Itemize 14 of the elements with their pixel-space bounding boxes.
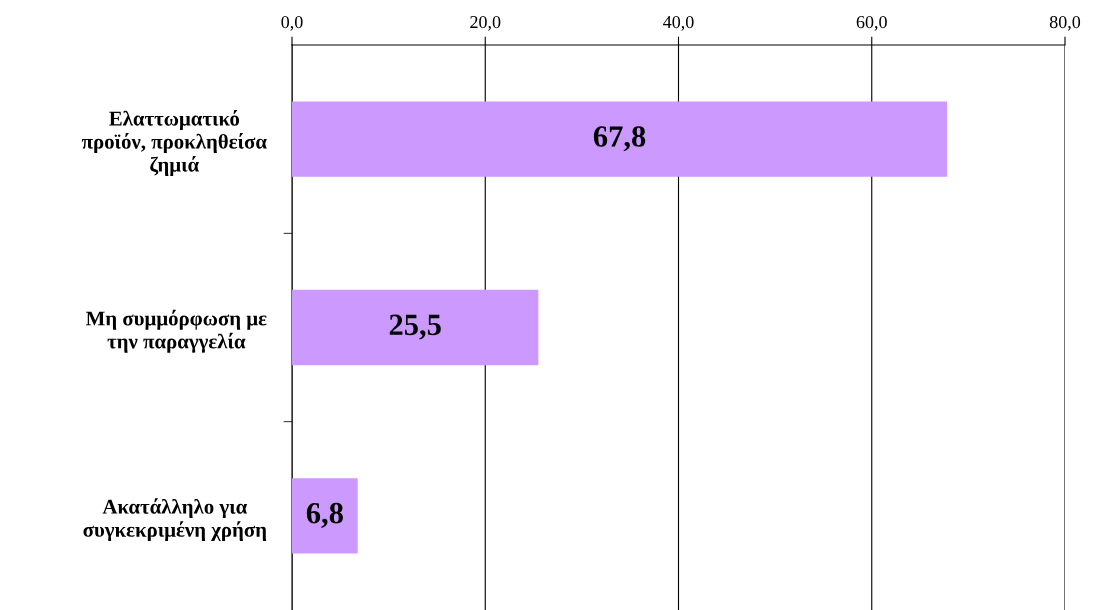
bar bbox=[292, 289, 539, 366]
x-tick-label: 0,0 bbox=[281, 15, 303, 31]
x-tick-label: 60,0 bbox=[856, 15, 887, 31]
y-tick-label: Ελαττωματικό προϊόν, προκληθείσα ζημιά bbox=[81, 109, 267, 176]
x-tick-label: 40,0 bbox=[663, 15, 694, 31]
x-tick-label: 80,0 bbox=[1049, 15, 1081, 31]
data-label: 6,8 bbox=[306, 502, 343, 528]
data-label: 67,8 bbox=[593, 126, 646, 152]
y-tick-label: Μη συμμόρφωση με την παραγγελία bbox=[86, 309, 267, 353]
bar bbox=[292, 101, 948, 177]
data-label: 25,5 bbox=[389, 314, 441, 340]
bar bbox=[292, 478, 358, 554]
x-tick-label: 20,0 bbox=[470, 15, 501, 31]
y-tick-label: Ακατάλληλο για συγκεκριμένη χρήση bbox=[83, 498, 267, 542]
